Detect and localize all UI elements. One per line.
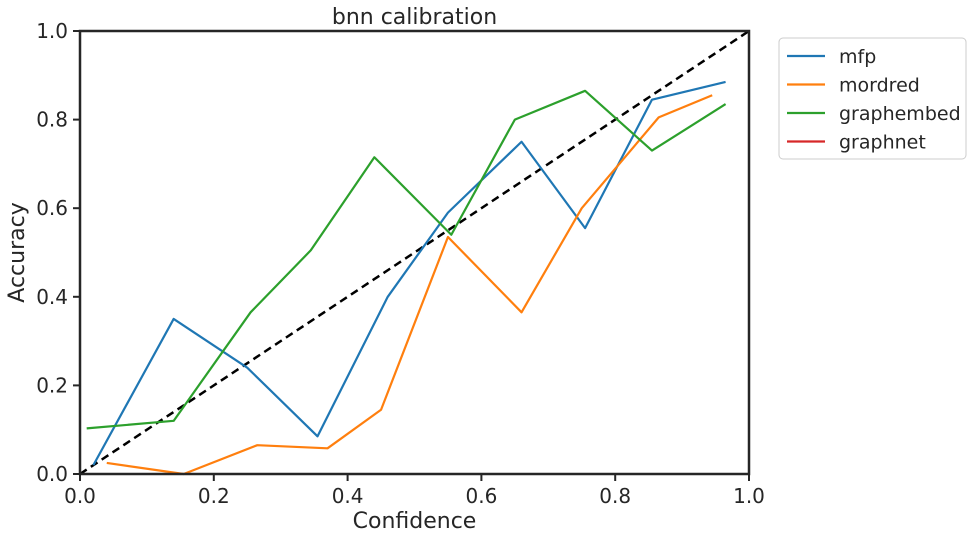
y-tick-label: 1.0 bbox=[36, 19, 68, 43]
perfect-calibration-line bbox=[79, 29, 750, 476]
legend-box bbox=[778, 37, 967, 160]
legend: mfp mordred graphembed graphnet bbox=[778, 37, 967, 160]
y-tick-label: 0.4 bbox=[36, 285, 68, 309]
y-tick-label: 0.0 bbox=[36, 462, 68, 486]
y-tick-label: 0.6 bbox=[36, 196, 68, 220]
y-tick-label: 0.8 bbox=[36, 108, 68, 132]
x-tick-label: 0.2 bbox=[198, 484, 230, 508]
legend-label-graphembed: graphembed bbox=[839, 103, 961, 125]
legend-label-graphnet: graphnet bbox=[839, 132, 926, 154]
legend-label-mfp: mfp bbox=[839, 46, 876, 68]
series-line-graphembed bbox=[86, 89, 727, 430]
x-tick-label: 0.8 bbox=[599, 484, 631, 508]
series-line-mfp bbox=[92, 80, 726, 466]
y-axis-label: Accuracy bbox=[5, 202, 30, 302]
legend-label-mordred: mordred bbox=[839, 75, 920, 97]
axis-ticks: 0.0 0.2 0.4 0.6 0.8 1.0 0.0 0.2 0.4 0.6 0.8 1.0 bbox=[36, 19, 765, 508]
series-lines bbox=[86, 80, 727, 476]
chart-title: bnn calibration bbox=[332, 5, 497, 30]
x-tick-label: 0.4 bbox=[332, 484, 364, 508]
series-line-mordred bbox=[106, 94, 713, 476]
plot-frame bbox=[78, 29, 751, 476]
x-tick-label: 0.6 bbox=[465, 484, 497, 508]
x-tick-label: 1.0 bbox=[733, 484, 765, 508]
y-tick-label: 0.2 bbox=[36, 373, 68, 397]
x-tick-label: 0.0 bbox=[64, 484, 96, 508]
reference-line-group bbox=[79, 29, 750, 476]
x-axis-label: Confidence bbox=[353, 509, 477, 534]
